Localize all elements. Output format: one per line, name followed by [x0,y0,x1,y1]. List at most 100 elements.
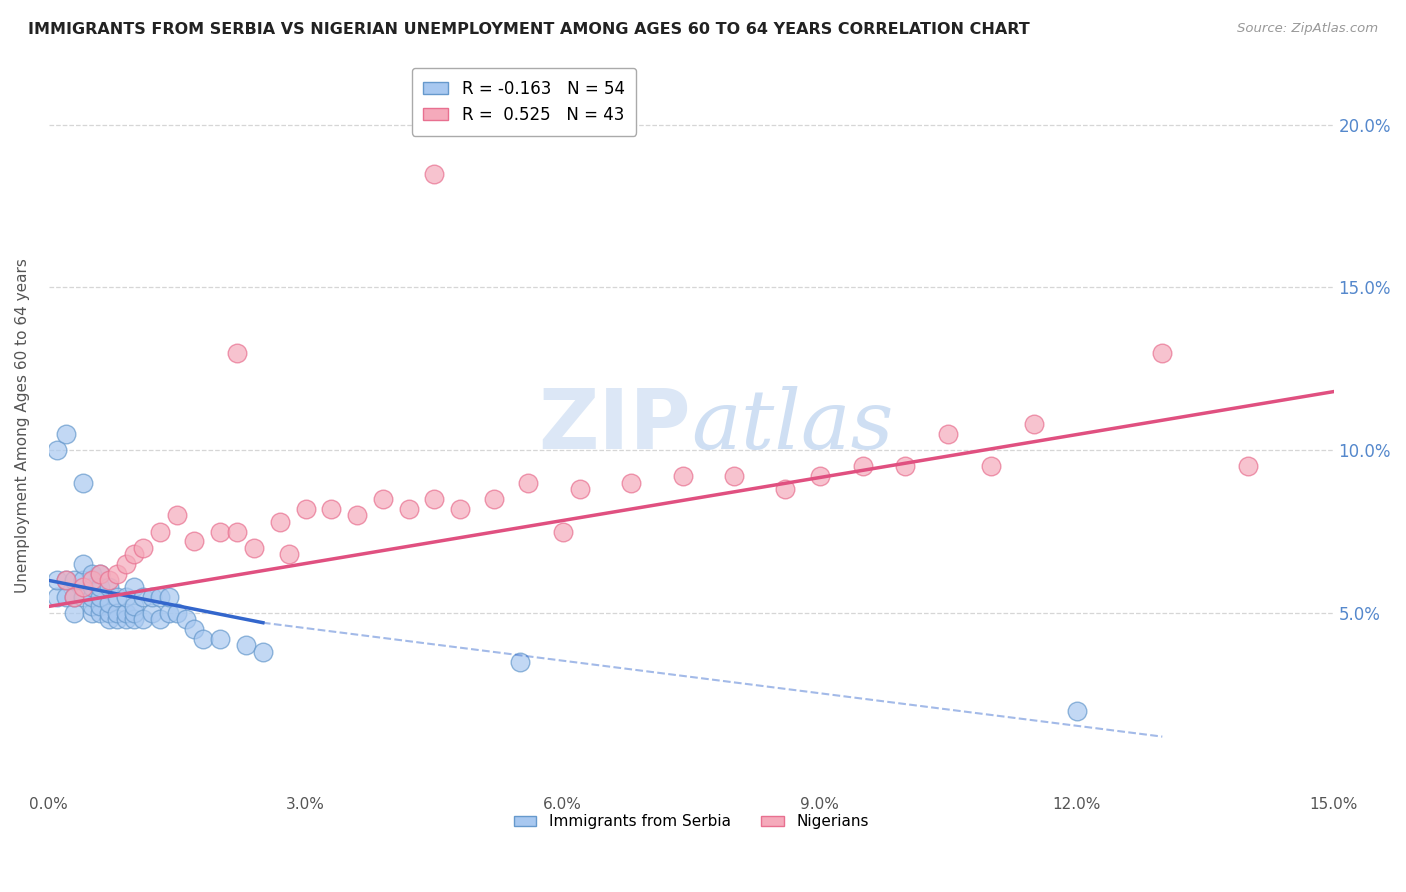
Point [124,612,146,626]
Legend: Immigrants from Serbia, Nigerians: Immigrants from Serbia, Nigerians [508,808,875,836]
Point [63,606,86,620]
Text: IMMIGRANTS FROM SERBIA VS NIGERIAN UNEMPLOYMENT AMONG AGES 60 TO 64 YEARS CORREL: IMMIGRANTS FROM SERBIA VS NIGERIAN UNEMP… [28,22,1029,37]
Point [775,482,797,496]
Point [166,508,188,523]
Point [141,590,163,604]
Text: Source: ZipAtlas.com: Source: ZipAtlas.com [1237,22,1378,36]
Point [80,574,103,588]
Point [97,574,120,588]
Point [672,469,695,483]
Point [89,566,111,581]
Point [568,482,591,496]
Point [55,426,77,441]
Point [63,574,86,588]
Point [183,534,205,549]
Point [72,574,94,588]
Point [55,590,77,604]
Point [808,469,831,483]
Point [72,590,94,604]
Point [105,590,128,604]
Point [482,491,505,506]
Point [1066,704,1088,718]
Point [89,599,111,614]
Point [449,501,471,516]
Point [894,459,917,474]
Point [723,469,745,483]
Point [105,612,128,626]
Point [124,547,146,561]
Point [277,547,299,561]
Point [72,557,94,571]
Point [55,574,77,588]
Point [174,612,197,626]
Point [149,524,172,539]
Point [105,606,128,620]
Point [80,599,103,614]
Point [980,459,1002,474]
Point [294,501,316,516]
Point [243,541,266,555]
Point [115,557,138,571]
Point [149,590,172,604]
Point [183,622,205,636]
Text: ZIP: ZIP [538,385,692,467]
Point [97,596,120,610]
Text: atlas: atlas [692,385,894,466]
Y-axis label: Unemployment Among Ages 60 to 64 years: Unemployment Among Ages 60 to 64 years [15,259,30,593]
Point [371,491,394,506]
Point [115,590,138,604]
Point [46,574,69,588]
Point [235,639,257,653]
Point [1237,459,1260,474]
Point [936,426,959,441]
Point [124,580,146,594]
Point [80,580,103,594]
Point [509,655,531,669]
Point [398,501,420,516]
Point [124,599,146,614]
Point [321,501,343,516]
Point [423,167,446,181]
Point [423,491,446,506]
Point [89,590,111,604]
Point [149,612,172,626]
Point [851,459,873,474]
Point [55,574,77,588]
Point [115,606,138,620]
Point [97,612,120,626]
Point [89,566,111,581]
Point [209,632,232,646]
Point [72,475,94,490]
Point [132,541,155,555]
Point [115,612,138,626]
Point [157,590,180,604]
Point [72,580,94,594]
Point [551,524,574,539]
Point [1152,345,1174,359]
Point [80,566,103,581]
Point [252,645,274,659]
Point [97,580,120,594]
Point [226,345,249,359]
Point [141,606,163,620]
Point [620,475,643,490]
Point [80,606,103,620]
Point [166,606,188,620]
Point [63,590,86,604]
Point [97,606,120,620]
Point [46,443,69,458]
Point [132,590,155,604]
Point [80,590,103,604]
Point [89,606,111,620]
Point [157,606,180,620]
Point [191,632,214,646]
Point [269,515,291,529]
Point [89,580,111,594]
Point [517,475,540,490]
Point [124,606,146,620]
Point [209,524,232,539]
Point [63,590,86,604]
Point [346,508,368,523]
Point [1022,417,1045,432]
Point [105,566,128,581]
